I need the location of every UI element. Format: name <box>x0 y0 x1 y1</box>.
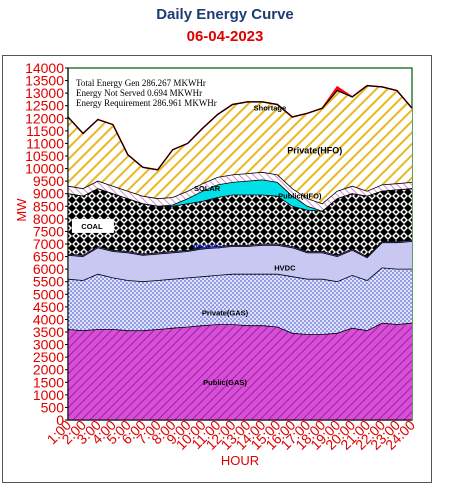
series-label-coal: COAL <box>81 222 103 231</box>
series-label-hvdc: HVDC <box>274 263 296 272</box>
chart-frame <box>2 55 432 483</box>
y-tick-label: 1500 <box>33 374 64 390</box>
area-solar <box>68 179 412 212</box>
line-total <box>67 84 413 171</box>
info-line: Energy Requirement 286.961 MKWHr <box>76 98 217 108</box>
chart-title: Daily Energy Curve <box>156 6 294 23</box>
chart-subtitle: 06-04-2023 <box>186 28 264 45</box>
area-coal <box>68 188 412 257</box>
series-label-public-hfo-: Public(HFO) <box>278 192 322 201</box>
y-tick-label: 5500 <box>33 274 64 290</box>
y-tick-label: 6000 <box>33 261 64 277</box>
y-tick-label: 13000 <box>25 85 64 101</box>
line-imports <box>67 239 413 258</box>
series-label-solar: SOLAR <box>194 184 221 193</box>
line-hvdc <box>67 241 413 259</box>
y-tick-label: 5000 <box>33 286 64 302</box>
area-private-hfo- <box>68 85 412 204</box>
y-axis-label: MW <box>14 198 29 222</box>
y-tick-label: 11500 <box>26 123 64 139</box>
y-tick-label: 8000 <box>33 211 64 227</box>
series-label-private-hfo-: Private(HFO) <box>287 145 342 155</box>
x-axis-label: HOUR <box>221 453 259 468</box>
y-tick-label: 9000 <box>33 186 64 202</box>
y-tick-label: 13500 <box>25 73 64 89</box>
area-private-gas- <box>68 267 412 335</box>
y-tick-label: 7000 <box>33 236 64 252</box>
y-tick-label: 2000 <box>33 362 64 378</box>
y-tick-label: 10000 <box>25 161 64 177</box>
y-tick-label: 3500 <box>33 324 64 340</box>
line-private-gas- <box>67 267 412 283</box>
line-public-gas- <box>67 322 413 335</box>
y-tick-label: 12500 <box>25 98 64 114</box>
info-line: Energy Not Served 0.694 MKWHr <box>76 88 202 98</box>
info-line: Total Energy Gen 286.267 MKWHr <box>76 78 206 88</box>
series-label-private-gas-: Private(GAS) <box>202 309 249 318</box>
series-label-public-gas-: Public(GAS) <box>203 378 247 387</box>
y-tick-label: 0 <box>56 412 64 428</box>
line-solar <box>67 179 413 212</box>
area-public-gas- <box>68 323 412 420</box>
y-tick-label: 1000 <box>33 387 64 403</box>
y-tick-label: 4000 <box>33 311 64 327</box>
area-hvdc <box>68 241 412 282</box>
y-tick-label: 7500 <box>33 223 64 239</box>
y-tick-label: 14000 <box>25 60 64 76</box>
y-tick-label: 8500 <box>33 198 64 214</box>
y-tick-label: 10500 <box>25 148 64 164</box>
line-public-hfo- <box>67 171 413 205</box>
y-tick-label: 11000 <box>26 135 64 151</box>
y-tick-label: 9500 <box>33 173 64 189</box>
area-public-hfo- <box>68 172 412 212</box>
y-tick-label: 500 <box>41 399 65 415</box>
series-label-shortage: Shortage <box>254 104 287 113</box>
y-tick-label: 12000 <box>25 110 64 126</box>
y-tick-label: 2500 <box>33 349 64 365</box>
series-label-imports: Imports <box>193 242 221 251</box>
y-tick-label: 4500 <box>33 299 64 315</box>
y-tick-label: 3000 <box>33 337 64 353</box>
y-tick-label: 6500 <box>33 249 64 265</box>
coal-label-bg <box>71 218 114 233</box>
